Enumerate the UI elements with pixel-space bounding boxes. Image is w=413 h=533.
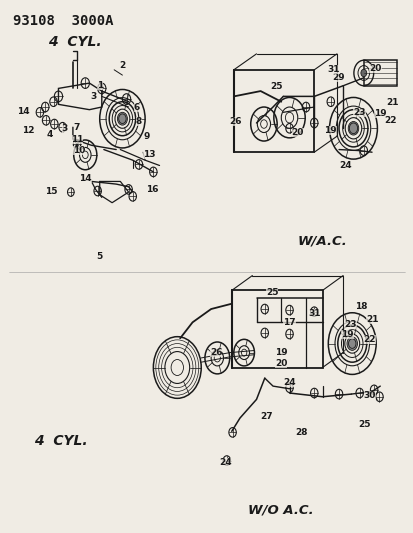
Text: 15: 15 (45, 187, 57, 196)
Text: 14: 14 (79, 174, 91, 183)
Circle shape (346, 337, 357, 350)
Text: 18: 18 (355, 302, 367, 311)
Text: 20: 20 (274, 359, 287, 368)
Text: 9: 9 (144, 132, 150, 141)
Text: 3: 3 (90, 92, 96, 101)
Circle shape (347, 122, 358, 135)
Text: 21: 21 (365, 315, 377, 324)
Text: 10: 10 (73, 146, 85, 155)
Text: 21: 21 (385, 98, 398, 107)
Text: 25: 25 (269, 82, 282, 91)
Text: 20: 20 (368, 64, 381, 73)
Text: 23: 23 (344, 320, 356, 329)
Text: 6: 6 (133, 102, 140, 111)
Circle shape (117, 112, 127, 125)
Text: 19: 19 (340, 330, 353, 339)
Text: 24: 24 (219, 458, 231, 466)
Text: 20: 20 (291, 128, 303, 137)
Text: 5: 5 (96, 253, 102, 261)
Text: 23: 23 (353, 108, 365, 117)
Text: 16: 16 (146, 185, 159, 194)
Text: 29: 29 (332, 73, 344, 82)
Text: 17: 17 (282, 318, 295, 327)
Text: W/O A.C.: W/O A.C. (248, 503, 313, 516)
Text: 14: 14 (17, 107, 30, 116)
Text: 13: 13 (142, 150, 155, 159)
Text: 7: 7 (74, 123, 80, 132)
Text: 25: 25 (358, 421, 370, 430)
Text: 4: 4 (47, 130, 53, 139)
Text: 24: 24 (338, 161, 351, 170)
Text: 8: 8 (135, 117, 142, 126)
Text: 26: 26 (228, 117, 241, 126)
Text: 22: 22 (383, 116, 396, 125)
Text: 27: 27 (260, 412, 273, 421)
Text: 30: 30 (363, 391, 375, 400)
Text: 4  CYL.: 4 CYL. (48, 35, 102, 49)
Text: 25: 25 (265, 287, 278, 296)
Text: 4  CYL.: 4 CYL. (33, 434, 87, 448)
Text: W/A.C.: W/A.C. (297, 235, 347, 248)
Text: 93108  3000A: 93108 3000A (13, 14, 113, 28)
Text: 19: 19 (274, 348, 287, 357)
Text: 12: 12 (22, 126, 35, 135)
Text: 22: 22 (363, 335, 375, 344)
Text: 19: 19 (324, 126, 336, 135)
Text: 31: 31 (327, 66, 339, 74)
Text: 11: 11 (71, 135, 83, 144)
Text: 31: 31 (308, 309, 320, 318)
Text: 3: 3 (62, 124, 68, 133)
Text: 28: 28 (295, 428, 307, 437)
Text: 24: 24 (282, 378, 295, 387)
Text: 2: 2 (119, 61, 125, 70)
Bar (363, 60, 396, 86)
Text: 1: 1 (96, 81, 102, 90)
Circle shape (360, 69, 366, 77)
Text: 26: 26 (209, 348, 222, 357)
Text: 19: 19 (373, 109, 386, 118)
